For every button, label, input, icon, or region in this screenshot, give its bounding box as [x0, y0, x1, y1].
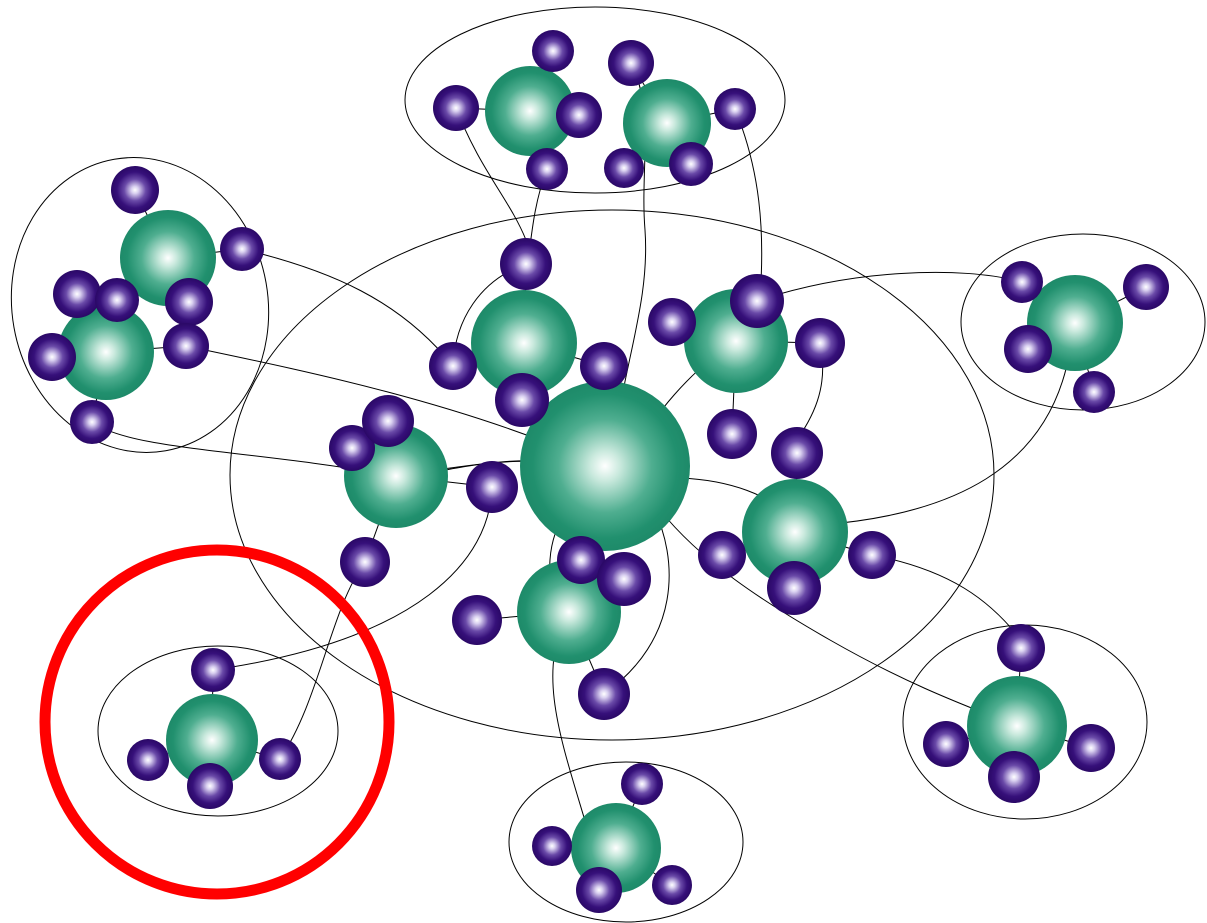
leaf-c-7 [495, 373, 549, 427]
leaf-top-5 [608, 40, 654, 86]
hub-central-core [520, 381, 690, 551]
leaf-c-14 [698, 531, 746, 579]
leaf-left-6 [28, 333, 76, 381]
hub-central-right [742, 479, 848, 585]
leaf-b-1 [621, 763, 663, 805]
hub-central-upper [471, 290, 577, 396]
leaf-b-3 [652, 865, 692, 905]
hub-central-lower [517, 560, 621, 664]
leaf-left-2 [220, 227, 264, 271]
leaf-top-8 [669, 142, 713, 186]
hub-left-lower [58, 304, 154, 400]
leaf-c-17 [557, 536, 605, 584]
leaf-br-2 [923, 721, 969, 767]
leaf-c-16 [767, 561, 821, 615]
leaf-c-3 [730, 274, 784, 328]
highlight-circle [39, 544, 395, 900]
leaf-c-6 [580, 342, 628, 390]
cluster-ring-bottom [508, 761, 744, 923]
hub-top-left [485, 66, 575, 156]
leaf-c-11 [466, 461, 518, 513]
cluster-ring-top [404, 6, 786, 194]
leaf-c-13 [340, 537, 390, 587]
leaf-left-4 [95, 278, 139, 322]
leaf-bl-1 [191, 648, 235, 692]
leaf-b-4 [576, 867, 622, 913]
leaf-top-6 [714, 88, 756, 130]
leaf-c-12 [771, 427, 823, 479]
leaf-br-1 [997, 624, 1045, 672]
cluster-ring-bottom-left [97, 645, 339, 817]
link-edge [819, 349, 1071, 526]
leaf-bl-3 [259, 738, 301, 780]
leaf-c-19 [452, 595, 502, 645]
link-edge [212, 486, 493, 671]
leaf-r-1 [1001, 261, 1043, 303]
leaf-b-2 [532, 826, 572, 866]
leaf-c-20 [578, 668, 630, 720]
hub-bottom-left [166, 694, 258, 786]
leaf-bl-2 [127, 739, 169, 781]
leaf-c-4 [795, 318, 845, 368]
leaf-c-8 [707, 409, 757, 459]
leaf-left-3 [53, 270, 101, 318]
leaf-c-9 [329, 425, 375, 471]
leaf-left-7 [163, 323, 209, 369]
cluster-rings-layer [10, 6, 1206, 923]
leaf-c-2 [648, 298, 696, 346]
leaf-c-10 [362, 395, 414, 447]
leaf-left-1 [111, 166, 159, 214]
leaf-r-4 [1073, 371, 1115, 413]
highlight-layer [39, 544, 395, 900]
leaf-r-3 [1004, 325, 1052, 373]
leaf-top-7 [604, 148, 644, 188]
leaf-top-2 [433, 85, 479, 131]
leaf-c-5 [429, 342, 477, 390]
nodes-layer [28, 30, 1169, 913]
leaf-br-4 [988, 751, 1040, 803]
leaf-top-4 [526, 148, 568, 190]
leaf-c-1 [500, 238, 552, 290]
leaf-c-18 [597, 552, 651, 606]
link-edge [241, 248, 454, 367]
cluster-ring-right [960, 233, 1206, 411]
leaf-r-2 [1123, 264, 1169, 310]
hub-bottom-right [967, 676, 1067, 776]
leaf-c-15 [848, 531, 896, 579]
leaf-br-3 [1067, 724, 1115, 772]
leaf-left-5 [165, 278, 213, 326]
link-edge [734, 108, 763, 299]
leaf-left-8 [70, 400, 114, 444]
leaf-bl-4 [187, 763, 233, 809]
leaf-top-3 [556, 92, 602, 138]
cluster-ring-central [229, 209, 995, 741]
link-edge [756, 271, 1023, 302]
leaf-top-1 [532, 30, 574, 72]
link-edge [871, 554, 1022, 641]
cluster-ring-left [10, 157, 270, 453]
